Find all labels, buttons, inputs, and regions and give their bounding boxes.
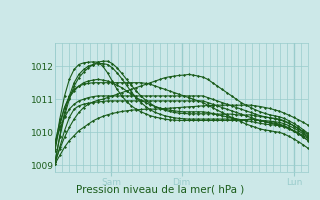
Text: Pression niveau de la mer( hPa ): Pression niveau de la mer( hPa ) [76,184,244,194]
